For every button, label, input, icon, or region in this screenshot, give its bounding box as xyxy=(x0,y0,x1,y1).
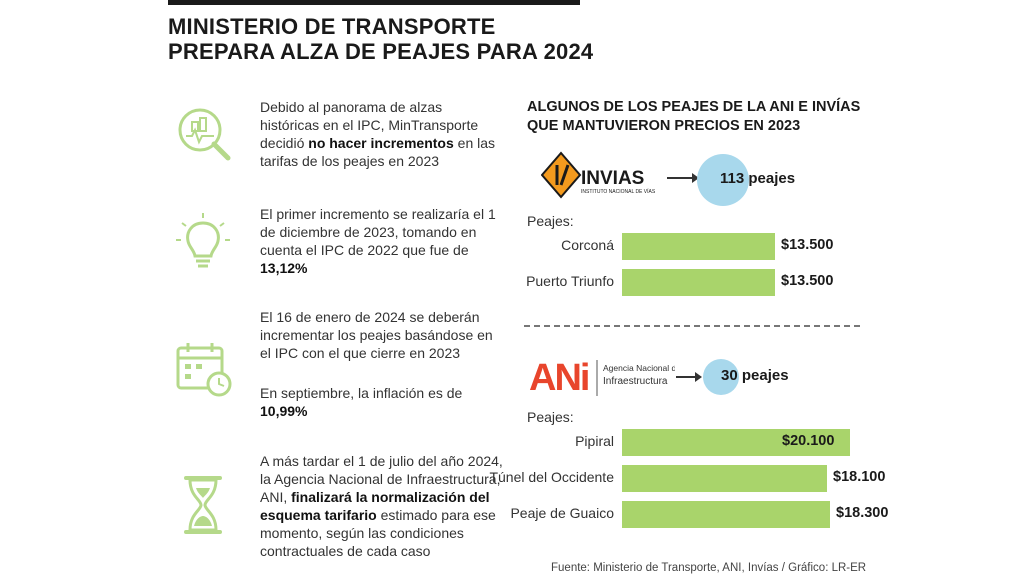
bar-label: Corconá xyxy=(561,237,614,253)
svg-text:Agencia Nacional de: Agencia Nacional de xyxy=(603,363,675,373)
hourglass-icon xyxy=(184,476,222,534)
bar xyxy=(622,233,775,260)
bar-label: Puerto Triunfo xyxy=(526,273,614,289)
svg-text:Infraestructura: Infraestructura xyxy=(603,376,668,387)
bar xyxy=(622,501,830,528)
svg-text:INSTITUTO NACIONAL DE VÍAS: INSTITUTO NACIONAL DE VÍAS xyxy=(581,188,656,195)
bar-value-label: $20.100 xyxy=(782,433,835,449)
ani-logo: ANi Agencia Nacional de Infraestructura xyxy=(529,357,675,399)
section-divider xyxy=(524,325,860,327)
svg-text:ANi: ANi xyxy=(529,357,588,399)
right-section-title: ALGUNOS DE LOS PEAJES DE LA ANI E INVÍAS… xyxy=(527,99,861,134)
info-item-4: A más tardar el 1 de julio del año 2024,… xyxy=(172,452,503,572)
svg-text:INVIAS: INVIAS xyxy=(581,168,644,189)
bar xyxy=(622,269,775,296)
ani-count-circle xyxy=(703,359,739,395)
ani-peajes-label: Peajes: xyxy=(527,409,574,425)
source-note: Fuente: Ministerio de Transporte, ANI, I… xyxy=(551,562,867,574)
bar-label: Pipiral xyxy=(575,433,614,449)
lightbulb-icon xyxy=(176,213,230,268)
invias-peajes-label: Peajes: xyxy=(527,213,574,229)
magnifier-chart-icon xyxy=(178,108,231,161)
info-item-1: Debido al panorama de alzas históricas e… xyxy=(172,98,502,178)
invias-count-circle xyxy=(697,154,749,206)
bar xyxy=(622,429,850,456)
info-item-3: El 16 de enero de 2024 se deberán increm… xyxy=(172,308,502,423)
bar-value-label: $18.300 xyxy=(836,505,889,521)
invias-arrow xyxy=(667,173,699,183)
invias-count: 113 peajes xyxy=(720,170,796,187)
bar-value-label: $18.100 xyxy=(833,469,886,485)
calendar-clock-icon xyxy=(176,343,232,397)
invias-logo: INVIAS INSTITUTO NACIONAL DE VÍAS xyxy=(541,151,656,199)
info-item-2: El primer incremento se realizaría el 1 … xyxy=(172,205,502,285)
top-rule xyxy=(168,0,580,5)
ani-count: 30 peajes xyxy=(721,367,789,384)
bar xyxy=(622,465,827,492)
bar-label: Peaje de Guaico xyxy=(510,505,614,521)
bar-label: Túnel del Occidente xyxy=(489,469,614,485)
ani-arrow xyxy=(676,372,702,382)
bar-value-label: $13.500 xyxy=(781,273,834,289)
bar-value-label: $13.500 xyxy=(781,237,834,253)
page-title: MINISTERIO DE TRANSPORTE PREPARA ALZA DE… xyxy=(168,14,594,64)
